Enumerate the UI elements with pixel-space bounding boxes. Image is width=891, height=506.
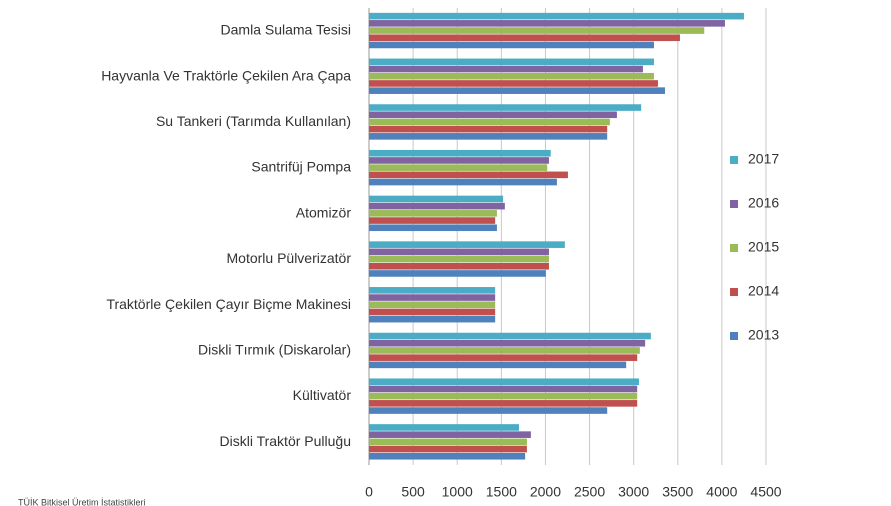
bar	[369, 301, 496, 309]
bar	[369, 65, 643, 73]
bar	[369, 438, 527, 446]
bar	[369, 157, 549, 164]
bar	[369, 80, 658, 87]
bar	[369, 164, 548, 171]
bar	[369, 431, 531, 438]
y-tick-label: Motorlu Pülverizatör	[227, 250, 352, 266]
source-note: TÜİK Bitkisel Üretim İstatistikleri	[18, 497, 146, 506]
legend-label: 2014	[748, 283, 779, 299]
x-tick-label: 3500	[662, 484, 693, 500]
bar	[369, 27, 705, 34]
bar	[369, 287, 496, 294]
bar	[369, 248, 549, 256]
bar	[369, 392, 638, 400]
y-tick-label: Atomizör	[296, 204, 352, 220]
bar	[369, 202, 505, 210]
legend-swatch	[730, 244, 738, 252]
bar	[369, 20, 725, 27]
y-tick-label: Hayvanla Ve Traktörle Çekilen Ara Çapa	[101, 67, 351, 83]
legend-swatch	[730, 332, 738, 340]
bar	[369, 41, 654, 49]
legend-label: 2015	[748, 239, 779, 255]
x-tick-label: 1500	[486, 484, 517, 500]
x-tick-label: 2000	[530, 484, 561, 500]
legend-swatch	[730, 288, 738, 296]
y-tick-label: Traktörle Çekilen Çayır Biçme Makinesi	[106, 296, 351, 312]
x-tick-label: 0	[365, 484, 373, 500]
bar	[369, 104, 642, 111]
x-tick-label: 500	[401, 484, 425, 500]
bar	[369, 347, 640, 354]
y-tick-label: Santrifüj Pompa	[251, 159, 351, 175]
legend-swatch	[730, 156, 738, 164]
bar	[369, 400, 638, 407]
bar	[369, 149, 551, 157]
bar	[369, 452, 526, 460]
bar	[369, 118, 610, 126]
bar	[369, 294, 496, 301]
bar	[369, 217, 496, 224]
y-tick-label: Kültivatör	[293, 387, 352, 403]
x-tick-label: 3000	[618, 484, 649, 500]
bar	[369, 385, 638, 393]
bar	[369, 354, 638, 361]
bar	[369, 407, 608, 414]
bar	[369, 12, 744, 20]
x-tick-label: 1000	[442, 484, 473, 500]
bar	[369, 445, 527, 453]
bar	[369, 361, 627, 369]
x-tick-label: 2500	[574, 484, 605, 500]
bar	[369, 224, 497, 232]
bar	[369, 210, 497, 217]
bar	[369, 308, 496, 316]
legend-label: 2013	[748, 327, 779, 343]
y-tick-label: Diskli Tırmık (Diskarolar)	[198, 341, 351, 357]
legend-swatch	[730, 200, 738, 208]
bar	[369, 34, 680, 42]
bar	[369, 270, 546, 277]
bar	[369, 262, 549, 270]
bar	[369, 111, 617, 119]
bar	[369, 87, 665, 94]
bar	[369, 178, 557, 186]
bar	[369, 125, 608, 133]
bar	[369, 72, 654, 80]
bar	[369, 58, 654, 66]
bar	[369, 255, 549, 263]
bar	[369, 241, 565, 248]
x-tick-label: 4000	[706, 484, 737, 500]
legend-label: 2017	[748, 151, 779, 167]
bar	[369, 195, 504, 203]
bar	[369, 332, 651, 340]
bar	[369, 171, 568, 179]
bar	[369, 378, 639, 386]
x-tick-label: 4500	[750, 484, 781, 500]
y-tick-label: Diskli Traktör Pulluğu	[220, 433, 352, 449]
y-tick-label: Damla Sulama Tesisi	[221, 22, 351, 38]
legend-label: 2016	[748, 195, 779, 211]
bar	[369, 315, 496, 323]
bar	[369, 424, 519, 431]
bar	[369, 339, 646, 347]
y-tick-label: Su Tankeri (Tarımda Kullanılan)	[156, 113, 351, 129]
bar	[369, 133, 608, 140]
